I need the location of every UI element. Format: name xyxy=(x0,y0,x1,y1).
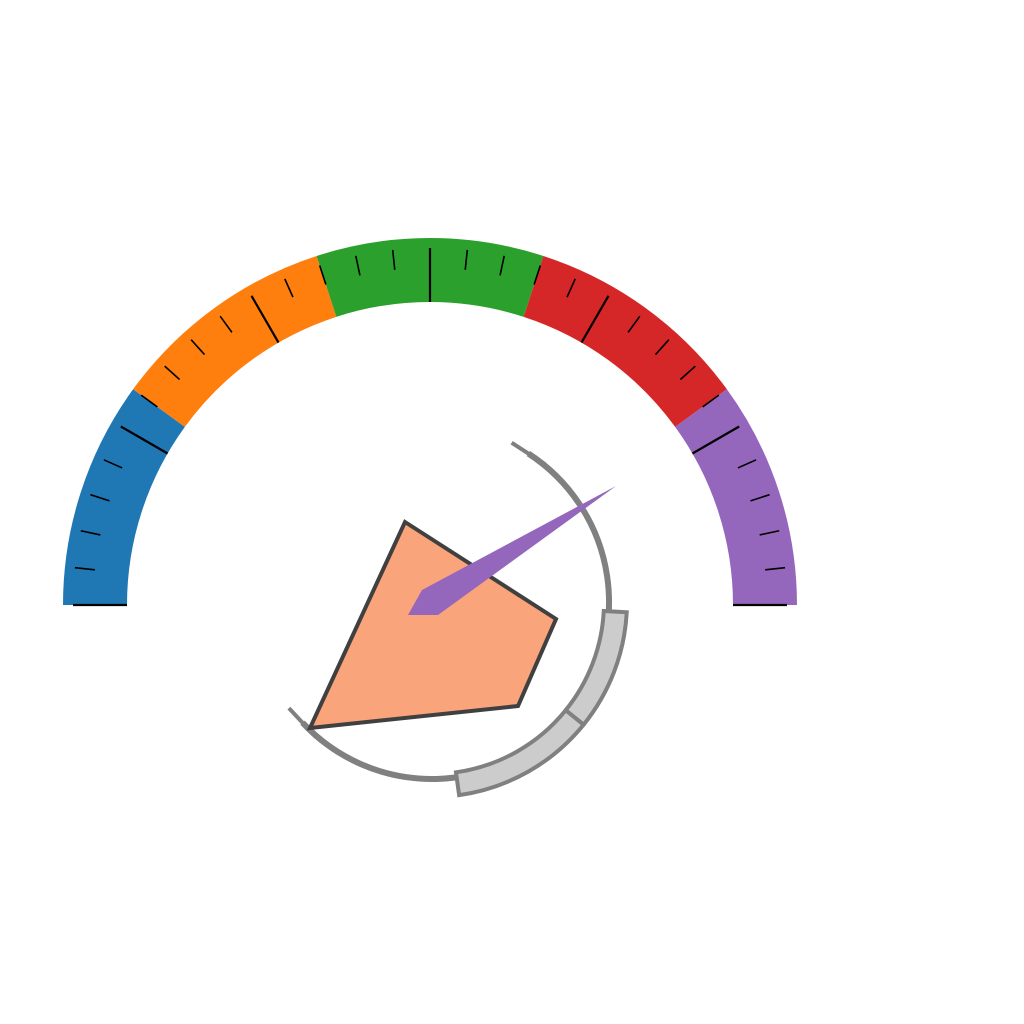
gauge-major-tick xyxy=(250,295,280,344)
gauge-minor-tick xyxy=(90,493,110,502)
dial-highlight-segments xyxy=(453,608,629,798)
gauge-band-1 xyxy=(63,389,185,605)
gauge-minor-tick xyxy=(759,529,780,536)
gauge-major-tick xyxy=(120,425,169,455)
gauge-minor-tick xyxy=(354,255,361,276)
gauge-minor-tick xyxy=(103,459,123,469)
gauge-band-2 xyxy=(133,255,337,427)
gauge-minor-tick xyxy=(627,315,641,333)
gauge-minor-tick xyxy=(750,493,770,502)
gauge-minor-tick xyxy=(219,315,233,333)
gauge-band-4 xyxy=(523,255,727,427)
dial-start-cap xyxy=(510,440,547,467)
gauge-minor-tick xyxy=(284,278,294,298)
gauge-minor-tick xyxy=(654,339,670,356)
gauge-minor-tick xyxy=(318,265,327,285)
gauge-minor-tick xyxy=(464,249,469,270)
gauge-major-tick xyxy=(580,295,610,344)
dial-end-cap xyxy=(287,706,318,739)
pentagon-shape xyxy=(306,519,559,731)
gauge-band-5 xyxy=(675,389,797,605)
gauge-minor-tick xyxy=(190,339,206,356)
gauge-minor-tick xyxy=(80,529,101,536)
gauge-tick-marks xyxy=(73,248,787,607)
gauge-minor-tick xyxy=(679,365,696,381)
gauge-minor-tick xyxy=(74,566,95,571)
gauge-minor-tick xyxy=(533,265,542,285)
dial-highlight-segment-1 xyxy=(562,608,629,728)
gauge-minor-tick xyxy=(737,459,757,469)
gauge-minor-tick xyxy=(164,365,181,381)
dial-highlight-segment-2 xyxy=(453,707,587,798)
gauge-minor-tick xyxy=(702,394,720,408)
gauge-minor-tick xyxy=(140,394,158,408)
needle-pointer xyxy=(408,486,616,615)
gauge-major-tick xyxy=(691,425,740,455)
gauge-minor-tick xyxy=(765,566,786,571)
gauge-minor-tick xyxy=(566,278,576,298)
gauge-minor-tick xyxy=(391,249,396,270)
gauge-minor-tick xyxy=(499,255,506,276)
